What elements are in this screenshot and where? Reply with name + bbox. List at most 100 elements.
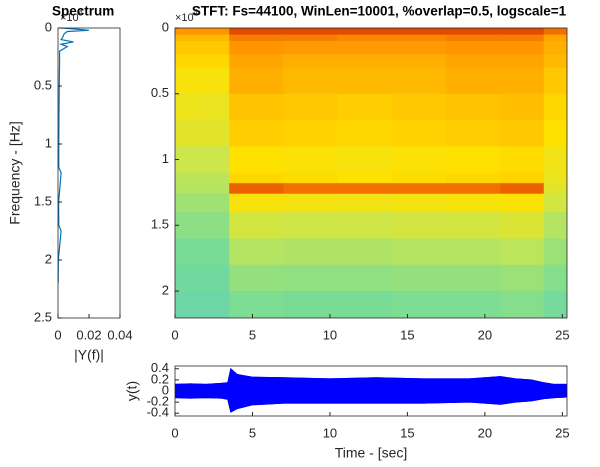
heatmap-cell	[543, 238, 567, 266]
y-tick-label: 1.5	[34, 193, 52, 208]
heatmap-cell	[446, 54, 501, 68]
heatmap-cell	[229, 183, 284, 195]
heatmap-cell	[337, 28, 393, 36]
y-tick-label: -0.2	[147, 394, 169, 409]
heatmap-cell	[337, 67, 393, 95]
heatmap-cell	[202, 183, 230, 195]
y-tick-label: 1	[162, 151, 169, 166]
heatmap-cell	[229, 41, 284, 55]
y-axis-label: Frequency - [Hz]	[7, 121, 23, 224]
heatmap-cell	[543, 183, 567, 195]
heatmap-cell	[202, 172, 230, 184]
y-tick-label: 0.2	[151, 371, 169, 386]
heatmap-cell	[202, 93, 230, 121]
heatmap-cell	[337, 264, 393, 292]
heatmap-cell	[500, 54, 545, 68]
heatmap-cell	[283, 238, 339, 266]
x-tick-label: 0.04	[107, 327, 132, 342]
heatmap-cell	[229, 28, 284, 36]
plot-area	[175, 368, 567, 413]
heatmap-cell	[202, 291, 230, 318]
heatmap-cell	[446, 264, 501, 292]
axes-title: STFT: Fs=44100, WinLen=10001, %overlap=0…	[192, 4, 567, 19]
heatmap-cell	[391, 212, 447, 239]
heatmap-cell	[500, 93, 545, 121]
heatmap-cell	[283, 146, 339, 174]
y-tick-label: 0.5	[151, 85, 169, 100]
heatmap-cell	[175, 54, 203, 68]
y-tick-label: 2.5	[34, 309, 52, 324]
x-tick-label: 5	[249, 327, 256, 342]
heatmap-cell	[202, 120, 230, 147]
heatmap-cell	[337, 93, 393, 121]
heatmap-cell	[543, 212, 567, 239]
spectrum-line	[58, 28, 90, 284]
heatmap-cell	[446, 212, 501, 239]
heatmap-cell	[175, 172, 203, 184]
heatmap-cell	[500, 291, 545, 318]
heatmap-cell	[446, 172, 501, 184]
heatmap-cell	[175, 146, 203, 174]
heatmap-cell	[543, 93, 567, 121]
y-exponent: ×104	[60, 8, 84, 24]
heatmap-cell	[391, 93, 447, 121]
heatmap-cell	[543, 146, 567, 174]
x-tick-label: 15	[400, 425, 414, 440]
heatmap-cell	[391, 120, 447, 147]
heatmap-cell	[500, 172, 545, 184]
heatmap-cell	[283, 212, 339, 239]
heatmap-cell	[202, 67, 230, 95]
heatmap-cell	[229, 238, 284, 266]
y-exponent-base: ×10	[60, 12, 79, 24]
heatmap-cell	[446, 67, 501, 95]
y-tick-label: 1.5	[151, 217, 169, 232]
heatmap-cell	[175, 264, 203, 292]
heatmap-cell	[283, 67, 339, 95]
heatmap-cell	[543, 264, 567, 292]
heatmap-cell	[175, 291, 203, 318]
heatmap-cell	[543, 291, 567, 318]
heatmap-cell	[202, 264, 230, 292]
signal-edge	[175, 396, 567, 413]
heatmap-cell	[543, 34, 567, 42]
heatmap-cell	[391, 172, 447, 184]
heatmap-cell	[446, 34, 501, 42]
heatmap-cell	[229, 34, 284, 42]
heatmap-cell	[543, 193, 567, 213]
heatmap-cell	[229, 54, 284, 68]
plot-area	[58, 28, 90, 284]
heatmap-cell	[337, 54, 393, 68]
axes-box	[174, 27, 568, 319]
heatmap-cell	[175, 93, 203, 121]
heatmap-cell	[283, 41, 339, 55]
heatmap-cell	[337, 41, 393, 55]
heatmap-cell	[283, 93, 339, 121]
heatmap-cell	[543, 120, 567, 147]
x-tick-label: 0	[54, 327, 61, 342]
heatmap-cell	[202, 34, 230, 42]
heatmap-cell	[175, 183, 203, 195]
x-tick-label: 10	[323, 425, 337, 440]
y-tick-label: 0	[162, 382, 169, 397]
y-exponent-power: 4	[79, 8, 84, 17]
heatmap-cell	[391, 238, 447, 266]
y-tick-label: 0	[162, 19, 169, 34]
heatmap-cell	[202, 28, 230, 36]
heatmap-cell	[283, 28, 339, 36]
heatmap-cell	[446, 146, 501, 174]
heatmap-cell	[229, 146, 284, 174]
y-tick-label: 0.4	[151, 360, 169, 375]
heatmap-cell	[337, 172, 393, 184]
heatmap-cell	[175, 212, 203, 239]
heatmap-cell	[446, 238, 501, 266]
y-tick-label: 0.5	[34, 77, 52, 92]
heatmap-cell	[500, 120, 545, 147]
heatmap-cell	[337, 291, 393, 318]
heatmap-cell	[283, 34, 339, 42]
heatmap-cell	[391, 34, 447, 42]
x-tick-label: 0	[171, 327, 178, 342]
heatmap-cell	[175, 193, 203, 213]
heatmap-cell	[283, 193, 339, 213]
